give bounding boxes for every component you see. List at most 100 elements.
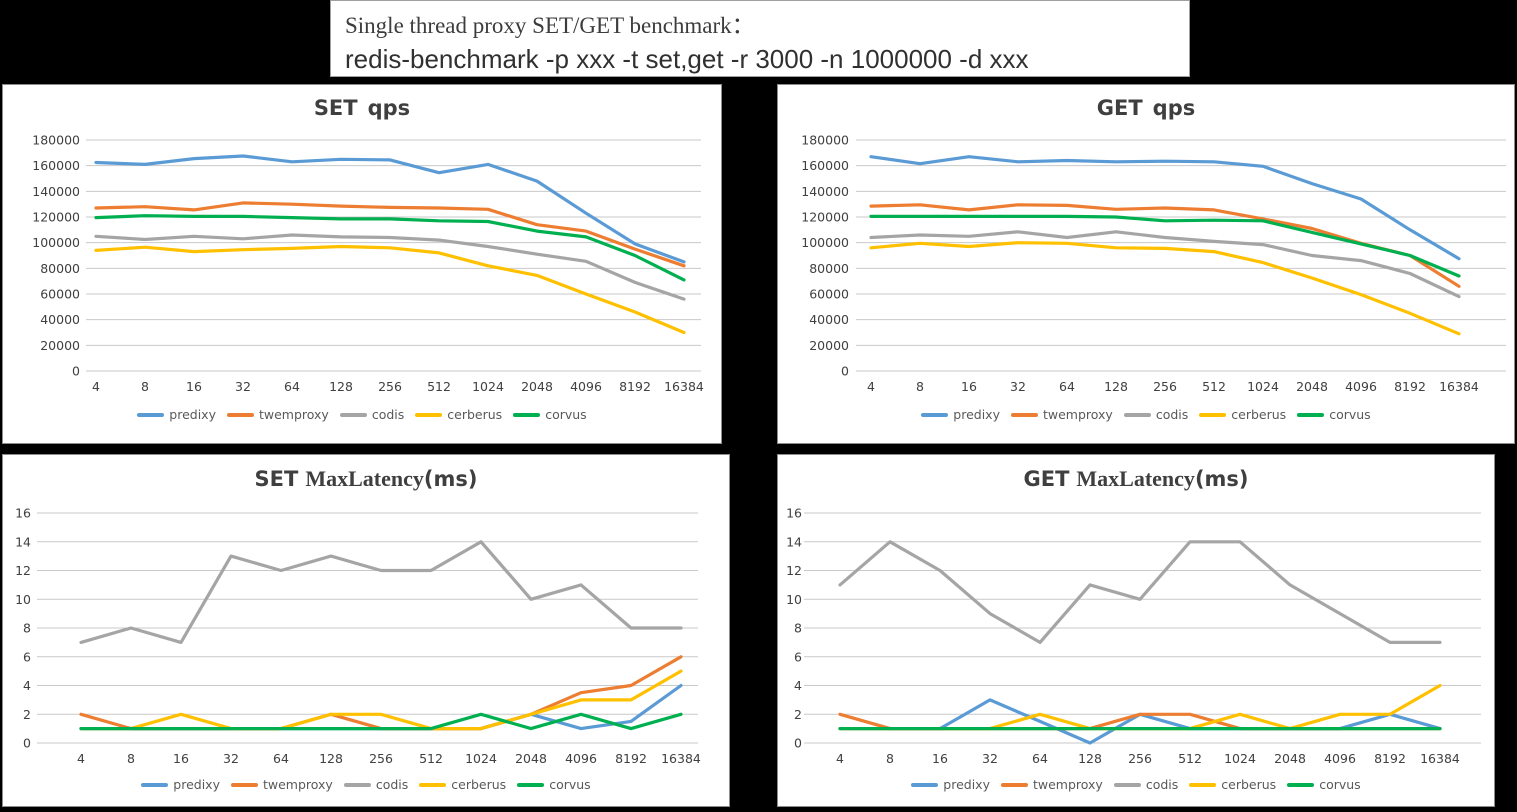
- x-axis-label: 16384: [1439, 379, 1479, 394]
- y-axis-label: 2: [23, 707, 31, 722]
- legend-swatch-corvus: [1297, 412, 1325, 417]
- benchmark-command-line: redis-benchmark -p xxx -t set,get -r 300…: [345, 44, 1029, 74]
- x-axis-label: 2048: [1296, 379, 1328, 394]
- series-line-predixy: [94, 154, 686, 264]
- y-axis-label: 100000: [801, 235, 849, 250]
- y-axis-label: 20000: [809, 338, 849, 353]
- chart-title-main: GET: [1023, 467, 1070, 491]
- legend-swatch-cerberus: [1199, 412, 1227, 417]
- y-axis-label: 180000: [801, 133, 849, 148]
- x-axis-label: 256: [1128, 751, 1152, 766]
- x-axis-label: 64: [273, 751, 289, 766]
- x-axis-label: 16384: [664, 379, 704, 394]
- y-axis-label: 4: [794, 678, 802, 693]
- y-axis-label: 60000: [809, 287, 849, 302]
- y-axis-label: 2: [794, 707, 802, 722]
- legend-label: codis: [375, 777, 409, 792]
- legend-item-twemproxy: twemproxy: [230, 777, 333, 792]
- y-axis-label: 10: [15, 592, 31, 607]
- chart-panel-set-qps: 0 20000 40000 60000 80000 100000 120000 140000 1…: [2, 84, 722, 444]
- y-axis-label: 160000: [801, 158, 849, 173]
- x-axis-label: 128: [319, 751, 343, 766]
- y-axis-label: 6: [23, 649, 31, 664]
- chart-title-get-qps: GET qps: [778, 96, 1514, 121]
- legend-item-predixy: predixy: [911, 777, 990, 792]
- legend-item-predixy: predixy: [921, 407, 1000, 422]
- legend-label: cerberus: [447, 407, 503, 422]
- chart-title-get-latency: GET MaxLatency(ms): [778, 466, 1494, 492]
- x-axis-label: 2048: [521, 379, 553, 394]
- x-axis-label: 32: [223, 751, 239, 766]
- y-axis-label: 4: [23, 678, 31, 693]
- x-axis-label: 16384: [661, 751, 701, 766]
- legend-label: codis: [371, 407, 405, 422]
- x-axis-label: 4096: [1345, 379, 1377, 394]
- x-axis-label: 4096: [570, 379, 602, 394]
- x-axis-label: 512: [1202, 379, 1226, 394]
- legend-label: corvus: [549, 777, 591, 792]
- y-axis-label: 14: [786, 534, 802, 549]
- x-axis-label: 1024: [1224, 751, 1256, 766]
- x-axis-label: 256: [378, 379, 402, 394]
- x-axis-label: 4096: [565, 751, 597, 766]
- legend-label: codis: [1155, 407, 1189, 422]
- legend-swatch-cerberus: [415, 412, 443, 417]
- y-axis-label: 6: [794, 649, 802, 664]
- set-qps-chart-canvas: 0 20000 40000 60000 80000 100000 120000 140000 1…: [32, 133, 704, 395]
- get-qps-chart-canvas: 0 20000 40000 60000 80000 100000 120000 140000 1…: [801, 133, 1506, 394]
- legend-swatch-predixy: [141, 782, 169, 787]
- x-axis-label: 128: [1104, 379, 1128, 394]
- y-axis-label: 180000: [32, 133, 80, 148]
- y-axis-label: 0: [794, 736, 802, 751]
- y-axis-label: 80000: [40, 261, 80, 276]
- x-axis-label: 16: [932, 751, 948, 766]
- x-axis-label: 8192: [615, 751, 647, 766]
- legend-swatch-codis: [1113, 782, 1141, 787]
- y-axis-label: 120000: [801, 210, 849, 225]
- x-axis-label: 4: [836, 751, 844, 766]
- chart-title-tail: (ms): [1194, 467, 1249, 491]
- x-axis-label: 1024: [1247, 379, 1279, 394]
- x-axis-label: 8: [916, 379, 924, 394]
- series-line-corvus: [94, 214, 686, 282]
- legend-item-corvus: corvus: [513, 407, 587, 422]
- get-latency-chart-canvas: 0 2 4 6 8 10 12 14 16 4 8 16 32 64 128 256 512 1024 2048 40…: [786, 506, 1481, 766]
- legend-get-latency: predixy twemproxy codis cerberus corvus: [778, 777, 1494, 792]
- legend-item-twemproxy: twemproxy: [226, 407, 329, 422]
- x-axis-label: 256: [1153, 379, 1177, 394]
- legend-swatch-cerberus: [419, 782, 447, 787]
- legend-swatch-twemproxy: [1000, 782, 1028, 787]
- legend-swatch-twemproxy: [230, 782, 258, 787]
- x-axis-label: 4096: [1324, 751, 1356, 766]
- y-axis-label: 140000: [32, 184, 80, 199]
- y-axis-label: 100000: [32, 235, 80, 250]
- series-line-predixy: [838, 698, 1442, 745]
- x-axis-label: 512: [419, 751, 443, 766]
- legend-item-codis: codis: [1123, 407, 1189, 422]
- legend-swatch-corvus: [1287, 782, 1315, 787]
- chart-title-tail: qps: [367, 96, 411, 120]
- x-axis-label: 32: [1010, 379, 1026, 394]
- legend-item-codis: codis: [343, 777, 409, 792]
- legend-swatch-predixy: [911, 782, 939, 787]
- x-axis-label: 8: [886, 751, 894, 766]
- x-axis-label: 1024: [472, 379, 504, 394]
- legend-item-corvus: corvus: [517, 777, 591, 792]
- series-line-cerberus: [94, 244, 686, 335]
- chart-title-tail: qps: [1152, 96, 1196, 120]
- chart-title-tail: (ms): [423, 467, 478, 491]
- series-line-twemproxy: [94, 201, 686, 268]
- legend-item-codis: codis: [339, 407, 405, 422]
- chart-panel-get-qps: 0 20000 40000 60000 80000 100000 120000 140000 1…: [777, 84, 1515, 444]
- x-axis-label: 8192: [1394, 379, 1426, 394]
- y-axis-label: 20000: [40, 338, 80, 353]
- chart-title-main: GET: [1096, 96, 1143, 120]
- legend-label: corvus: [545, 407, 587, 422]
- x-axis-label: 16: [961, 379, 977, 394]
- legend-label: cerberus: [1231, 407, 1287, 422]
- x-axis-label: 8: [141, 379, 149, 394]
- x-axis-label: 512: [1178, 751, 1202, 766]
- legend-swatch-codis: [339, 412, 367, 417]
- y-axis-label: 14: [15, 534, 31, 549]
- y-axis-label: 140000: [801, 184, 849, 199]
